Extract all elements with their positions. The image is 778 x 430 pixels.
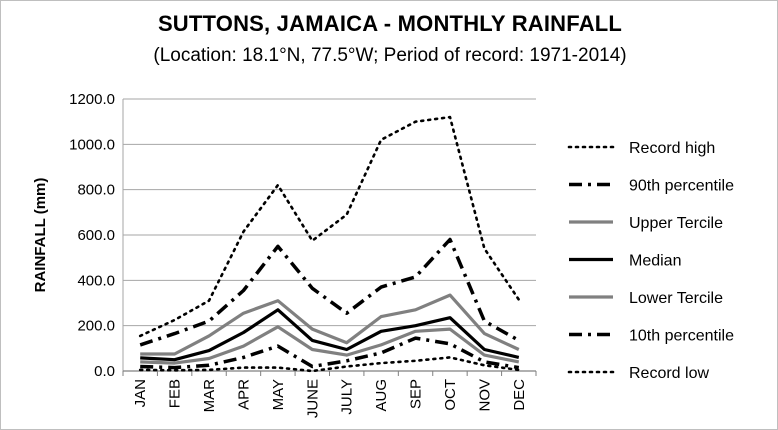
legend-label: Upper Tercile — [629, 215, 723, 232]
x-tick-label: FEB — [167, 379, 184, 408]
y-axis-label: RAINFALL (mm) — [32, 178, 49, 293]
x-tick-label: APR — [235, 379, 252, 410]
y-tick-label: 800.0 — [77, 182, 115, 199]
x-tick-label: JAN — [132, 379, 149, 407]
x-tick-label: SEP — [408, 379, 425, 409]
x-tick-label: MAR — [201, 379, 218, 413]
series-line-90th-percentile — [139, 237, 520, 347]
x-tick-label: JULY — [339, 379, 356, 415]
y-tick-label: 0.0 — [94, 363, 115, 380]
y-tick-label: 600.0 — [77, 227, 115, 244]
legend-label: Lower Tercile — [629, 290, 723, 307]
y-tick-label: 400.0 — [77, 272, 115, 289]
y-tick-label: 1000.0 — [69, 136, 115, 153]
legend-label: 10th percentile — [629, 328, 734, 345]
x-tick-label: AUG — [373, 379, 390, 412]
legend-label: Record high — [629, 140, 715, 157]
x-tick-label: MAY — [270, 379, 287, 410]
legend-label: 90th percentile — [629, 178, 734, 195]
x-tick-label: NOV — [476, 379, 493, 412]
y-tick-label: 1200.0 — [69, 91, 115, 108]
series-line-upper-tercile — [140, 293, 520, 356]
legend-label: Median — [629, 253, 681, 270]
series-line-record-high — [138, 115, 521, 338]
x-tick-label: DEC — [511, 379, 528, 411]
series-line-10th-percentile — [140, 336, 520, 370]
legend-label: Record low — [629, 365, 709, 382]
chart-title: SUTTONS, JAMAICA - MONTHLY RAINFALL — [157, 11, 623, 36]
x-tick-label: JUNE — [304, 379, 321, 418]
x-tick-label: OCT — [442, 379, 459, 411]
y-tick-label: 200.0 — [77, 318, 115, 335]
series-line-record-low — [138, 356, 521, 373]
series-line-median — [140, 308, 520, 362]
chart-subtitle: (Location: 18.1°N, 77.5°W; Period of rec… — [153, 45, 627, 66]
series-line-lower-tercile — [140, 325, 520, 365]
